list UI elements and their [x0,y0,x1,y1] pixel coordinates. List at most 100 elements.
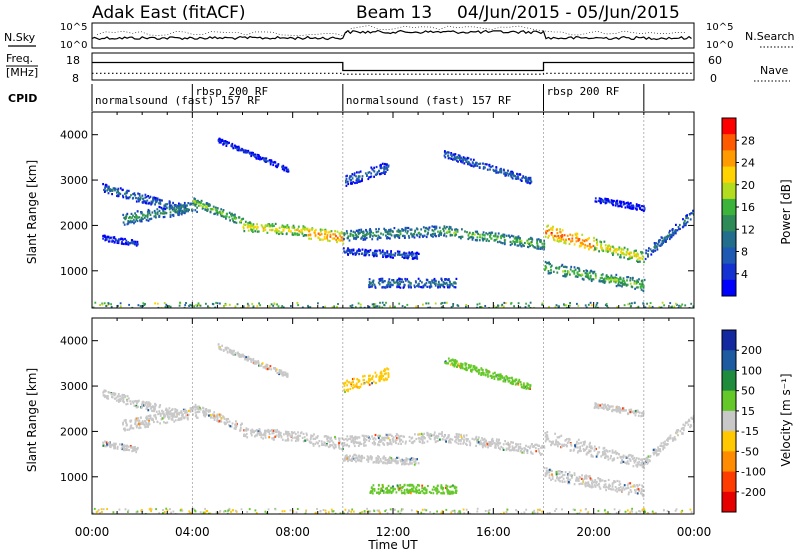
data-cell [152,405,154,408]
data-cell [296,228,298,231]
data-cell [636,258,639,261]
data-cell [268,367,271,370]
data-cell [387,484,390,487]
data-cell [303,227,305,230]
data-cell [172,413,174,416]
data-cell [561,263,564,266]
data-cell [382,442,384,445]
data-cell [449,441,452,444]
data-cell [545,232,548,235]
data-cell [222,140,225,143]
data-cell [398,435,401,438]
data-cell [316,435,319,438]
data-cell [510,175,513,178]
data-cell [123,419,126,422]
data-cell [404,230,407,233]
data-cell [389,440,392,443]
data-cell [475,367,478,370]
data-cell [359,249,362,252]
noise-tick-left-bottom: 10^0 [60,40,87,51]
data-cell [398,236,401,239]
data-cell [190,304,193,307]
data-cell [446,230,449,233]
data-cell [251,302,254,305]
data-cell [620,205,623,208]
data-cell [179,207,181,210]
data-cell [119,302,122,305]
data-cell [491,231,494,234]
data-cell [641,257,644,261]
data-cell [197,302,200,305]
data-cell [658,240,661,243]
data-cell [357,235,359,238]
data-cell [171,208,174,211]
data-cell [628,207,631,210]
data-cell [269,365,272,368]
data-cell [432,232,435,235]
data-cell [424,226,427,230]
data-cell [405,457,408,460]
data-cell [440,485,443,488]
data-cell [386,252,389,255]
data-cell [417,252,420,255]
data-cell [362,238,365,241]
data-cell [102,183,104,186]
data-cell [545,266,547,269]
data-cell [373,252,376,255]
data-cell [178,418,181,421]
data-cell [140,216,143,219]
data-cell [440,432,442,435]
data-cell [234,146,237,150]
data-cell [685,221,688,224]
data-cell [102,390,105,393]
data-cell [430,234,433,238]
data-cell [503,376,506,379]
data-cell [453,359,456,362]
data-cell [247,229,250,232]
data-cell [401,486,404,489]
data-cell [442,492,445,495]
data-cell [601,273,604,276]
data-cell [294,436,296,439]
data-cell [651,305,654,308]
data-cell [134,194,136,197]
data-cell [264,158,267,162]
data-cell [435,227,437,230]
data-cell [396,278,399,282]
data-cell [336,230,339,233]
data-cell [526,451,529,455]
data-cell [155,199,158,202]
data-cell [350,306,353,308]
data-cell [534,447,537,450]
data-cell [506,378,509,381]
data-cell [399,278,402,281]
data-cell [140,220,143,223]
data-cell [171,417,174,420]
data-cell [130,221,132,224]
data-cell [155,216,157,219]
data-cell [497,232,500,235]
data-cell [350,457,353,460]
data-cell [132,449,135,452]
data-cell [363,252,366,255]
freq-label: Freq. [6,52,33,65]
data-cell [421,489,424,493]
data-cell [433,437,436,440]
data-cell [234,305,237,308]
data-cell [247,428,250,431]
data-cell [428,490,431,494]
data-cell [634,287,636,290]
data-cell [348,444,351,448]
data-cell [443,154,446,157]
data-cell [508,380,511,383]
data-cell [605,246,608,250]
data-cell [423,234,426,237]
data-cell [371,283,374,287]
data-cell [399,282,401,286]
data-cell [324,444,327,447]
data-cell [212,205,215,208]
data-cell [503,172,506,175]
data-cell [359,180,362,183]
data-cell [444,156,447,159]
data-cell [445,301,448,304]
